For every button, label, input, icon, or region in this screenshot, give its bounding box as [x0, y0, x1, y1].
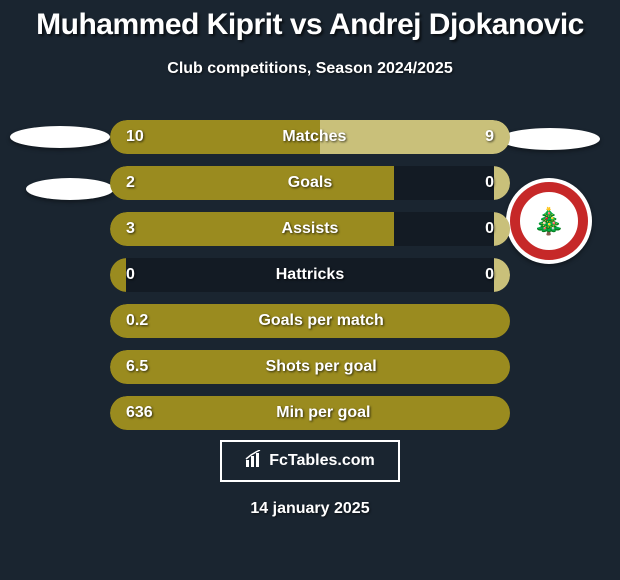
tree-icon: 🎄: [533, 208, 565, 234]
badge-ring: [510, 182, 588, 260]
bar-row: 6.5Shots per goal: [110, 350, 510, 384]
brand-text: FcTables.com: [269, 452, 375, 470]
player-left-name: Muhammed Kiprit: [36, 8, 282, 41]
bar-metric-label: Min per goal: [153, 404, 494, 422]
bar-row: 636Min per goal: [110, 396, 510, 430]
bar-metric-label: Hattricks: [135, 266, 485, 284]
bar-label: 636Min per goal: [110, 396, 510, 430]
brand-badge: FcTables.com: [220, 440, 400, 482]
subtitle: Club competitions, Season 2024/2025: [0, 60, 620, 78]
chart-icon: [245, 450, 263, 473]
bar-right-value: 0: [485, 220, 494, 238]
bar-label: 2Goals0: [110, 166, 510, 200]
left-oval-0: [10, 126, 110, 148]
bar-left-value: 0.2: [126, 312, 148, 330]
title-vs: vs: [290, 8, 322, 41]
bar-row: 10Matches9: [110, 120, 510, 154]
comparison-bars: 10Matches92Goals03Assists00Hattricks00.2…: [110, 120, 510, 442]
bar-label: 0Hattricks0: [110, 258, 510, 292]
bar-metric-label: Matches: [144, 128, 485, 146]
bar-label: 10Matches9: [110, 120, 510, 154]
left-oval-1: [26, 178, 114, 200]
bar-metric-label: Goals per match: [148, 312, 494, 330]
bar-row: 3Assists0: [110, 212, 510, 246]
bar-left-value: 6.5: [126, 358, 148, 376]
bar-row: 0Hattricks0: [110, 258, 510, 292]
bar-label: 3Assists0: [110, 212, 510, 246]
page-title: Muhammed Kiprit vs Andrej Djokanovic: [0, 0, 620, 42]
bar-metric-label: Shots per goal: [148, 358, 494, 376]
club-badge: 🎄: [506, 178, 592, 264]
bar-row: 2Goals0: [110, 166, 510, 200]
bar-left-value: 3: [126, 220, 135, 238]
bar-left-value: 2: [126, 174, 135, 192]
bar-right-value: 9: [485, 128, 494, 146]
footer-date: 14 january 2025: [0, 500, 620, 518]
right-oval: [500, 128, 600, 150]
bar-metric-label: Goals: [135, 174, 485, 192]
bar-label: 6.5Shots per goal: [110, 350, 510, 384]
bar-left-value: 636: [126, 404, 153, 422]
bar-left-value: 0: [126, 266, 135, 284]
bar-right-value: 0: [485, 174, 494, 192]
bar-label: 0.2Goals per match: [110, 304, 510, 338]
bar-right-value: 0: [485, 266, 494, 284]
bar-left-value: 10: [126, 128, 144, 146]
player-right-name: Andrej Djokanovic: [329, 8, 584, 41]
bar-row: 0.2Goals per match: [110, 304, 510, 338]
bar-metric-label: Assists: [135, 220, 485, 238]
